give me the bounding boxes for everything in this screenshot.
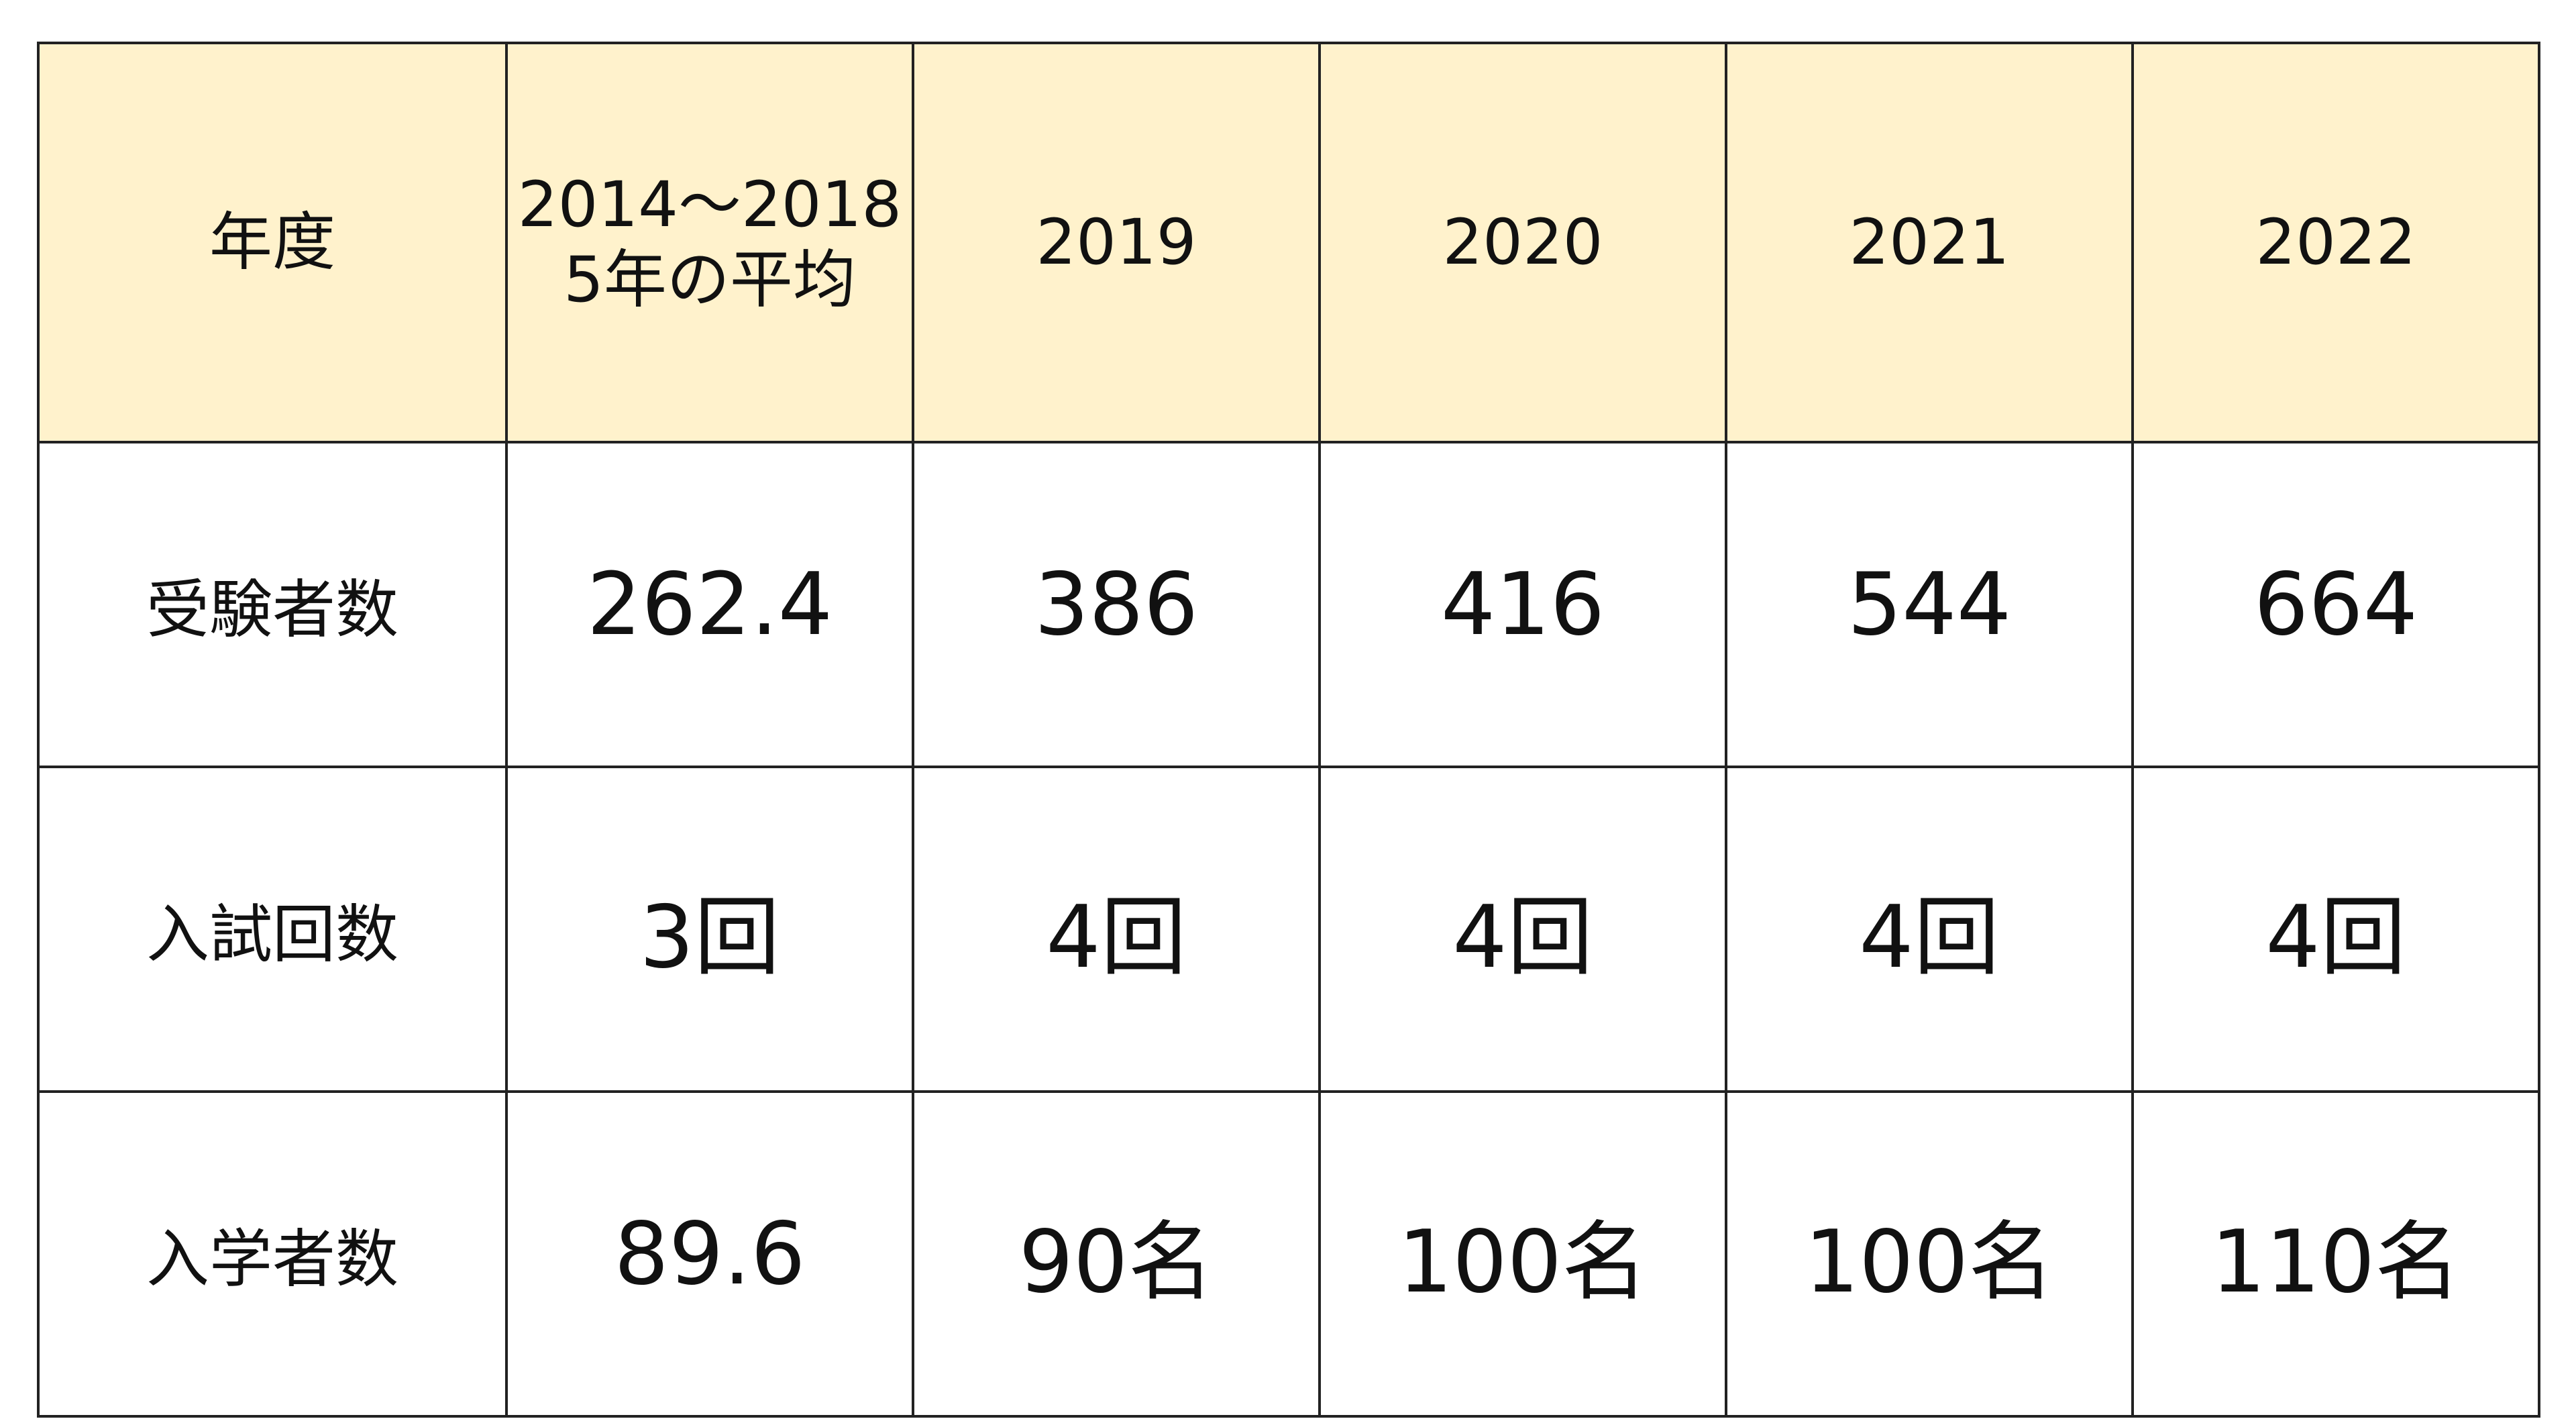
table-row-applicants: 受験者数 262.4 386 416 544 664 <box>37 441 2540 768</box>
table-cell: 4回 <box>1318 766 1727 1093</box>
table-cell: 89.6 <box>505 1090 914 1418</box>
table-row-exam-count: 入試回数 3回 4回 4回 4回 4回 <box>37 766 2540 1093</box>
row-label-exam-count: 入試回数 <box>37 766 508 1093</box>
stats-table: 年度 2014～2018 5年の平均 2019 2020 2021 2022 受… <box>37 42 2540 1418</box>
header-average-caption: 5年の平均 <box>564 243 856 317</box>
table-cell: 90名 <box>912 1090 1321 1418</box>
table-cell: 544 <box>1725 441 2134 768</box>
table-cell: 386 <box>912 441 1321 768</box>
table-cell: 100名 <box>1725 1090 2134 1418</box>
table-cell: 4回 <box>2131 766 2540 1093</box>
header-row: 年度 2014～2018 5年の平均 2019 2020 2021 2022 <box>37 42 2540 443</box>
header-col-2021: 2021 <box>1725 42 2134 443</box>
table-cell: 262.4 <box>505 441 914 768</box>
header-col-2019: 2019 <box>912 42 1321 443</box>
table-cell: 3回 <box>505 766 914 1093</box>
header-col-2020: 2020 <box>1318 42 1727 443</box>
header-col-2022: 2022 <box>2131 42 2540 443</box>
table-cell: 664 <box>2131 441 2540 768</box>
table-cell: 110名 <box>2131 1090 2540 1418</box>
table-cell: 4回 <box>912 766 1321 1093</box>
table-cell: 4回 <box>1725 766 2134 1093</box>
header-average-range: 2014～2018 <box>517 168 902 242</box>
table-row-enrolled: 入学者数 89.6 90名 100名 100名 110名 <box>37 1090 2540 1418</box>
row-label-applicants: 受験者数 <box>37 441 508 768</box>
header-col-average: 2014～2018 5年の平均 <box>505 42 914 443</box>
table-cell: 100名 <box>1318 1090 1727 1418</box>
row-label-enrolled: 入学者数 <box>37 1090 508 1418</box>
table-cell: 416 <box>1318 441 1727 768</box>
header-year-label: 年度 <box>37 42 508 443</box>
